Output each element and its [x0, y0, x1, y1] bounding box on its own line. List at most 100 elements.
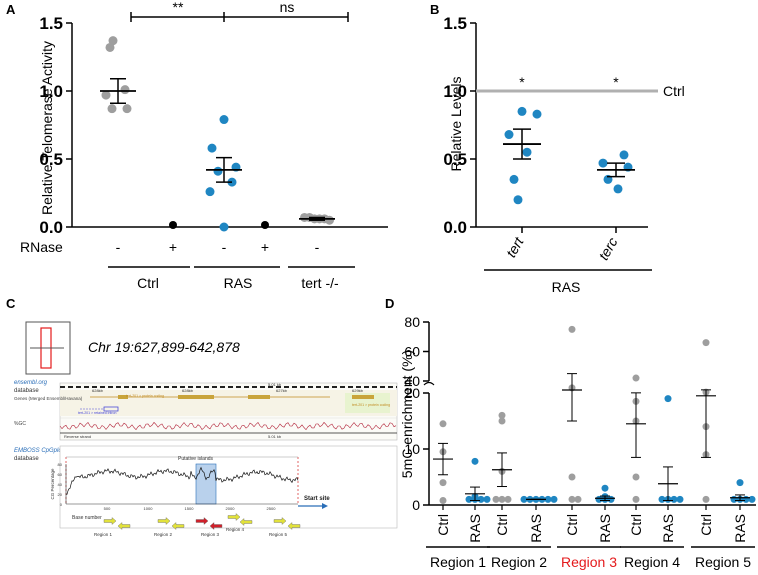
- d-point: [568, 473, 576, 481]
- b-y-tick-label: 0.0: [443, 218, 467, 237]
- d-point: [601, 484, 609, 492]
- d-x-label: RAS: [597, 514, 613, 543]
- b-category-label: terc: [595, 235, 621, 263]
- d-axis-break-mark: [423, 381, 435, 386]
- d-point: [439, 420, 447, 428]
- a-y-axis: 0.0 0.5 1.0 1.5: [39, 14, 388, 237]
- d-x-label: Ctrl: [628, 514, 644, 536]
- d-point: [632, 473, 640, 481]
- a-point: [213, 166, 223, 176]
- a-rnase-sign: -: [315, 239, 320, 255]
- a-rnase-label: RNase: [20, 239, 63, 255]
- a-point: [120, 85, 130, 95]
- a-point: [325, 215, 334, 225]
- primer-arrow-icon: [273, 517, 287, 525]
- cpg-xtick-1500: 1500: [185, 506, 195, 511]
- d-point: [439, 497, 447, 505]
- d-x-label: RAS: [732, 514, 748, 543]
- a-y-axis-label: Relative Telomerase Activity: [39, 41, 55, 215]
- c-region-1-label: Region 1: [94, 532, 113, 537]
- d-marks: Ctrl RAS Region 1 Ctrl RAS Region 2 Ctrl RAS Reg…: [426, 325, 756, 570]
- d-y-tick-label: 10: [404, 441, 420, 457]
- b-group-label: RAS: [552, 279, 581, 295]
- d-point: [748, 495, 756, 503]
- d-x-label: Ctrl: [435, 514, 451, 536]
- b-y-tick-label: 1.0: [443, 82, 467, 101]
- b-point: [517, 106, 527, 116]
- cpg-ytick-0: 0: [60, 502, 63, 507]
- d-point: [498, 411, 506, 419]
- putative-islands-label: Putative islands: [178, 456, 214, 462]
- ensembl-tick-1: 628kb: [92, 388, 104, 393]
- cpg-plot: [59, 445, 398, 529]
- d-point: [632, 374, 640, 382]
- d-point: [730, 495, 738, 503]
- a-point: [108, 36, 118, 46]
- a-group-label: Ctrl: [137, 275, 159, 291]
- a-rnase-sign: +: [169, 239, 177, 255]
- a-point: [169, 221, 177, 229]
- c-region-4-label: Region 4: [226, 527, 245, 532]
- genes-track-label: Genes (Merged Ensembl/Havana): [14, 396, 83, 401]
- b-marks: Ctrl * tert * terc RAS: [476, 74, 685, 295]
- d-point: [471, 457, 479, 465]
- b-ctrl-label: Ctrl: [663, 83, 685, 99]
- d-point: [492, 495, 500, 503]
- a-y-tick-label: 1.0: [39, 82, 63, 101]
- ensembl-tick-3: 627kb: [276, 388, 288, 393]
- d-point: [676, 495, 684, 503]
- d-point: [568, 495, 576, 503]
- a-point: [101, 90, 111, 100]
- d-x-label: RAS: [660, 514, 676, 543]
- d-point: [664, 395, 672, 403]
- cpg-ytick-80: 80: [58, 462, 63, 467]
- tert-transcript-b: tert-201 > protein coding: [352, 403, 390, 407]
- primer-arrow-icon: [117, 522, 131, 530]
- emboss-db-label: database: [14, 456, 39, 462]
- d-x-label: Ctrl: [698, 514, 714, 536]
- d-point: [658, 495, 666, 503]
- a-point: [205, 187, 215, 197]
- d-region-label: Region 4: [624, 554, 680, 570]
- c-region-3-label: Region 3: [201, 532, 220, 537]
- ensembl-track: [59, 382, 398, 441]
- primer-arrow-icon: [287, 522, 301, 530]
- a-y-tick-label: 0.5: [39, 150, 63, 169]
- b-y-axis: 0.0 0.5 1.0 1.5: [443, 14, 648, 237]
- scale-bottom-label: 5.01 kb: [268, 434, 282, 439]
- b-y-axis-label: Relative Levels: [448, 77, 464, 172]
- gc-track-label: %GC: [14, 421, 26, 427]
- cpg-xtick-1000: 1000: [144, 506, 154, 511]
- d-point: [504, 495, 512, 503]
- d-region-label: Region 1: [430, 554, 486, 570]
- a-rnase-sign: +: [261, 239, 269, 255]
- b-point: [619, 150, 629, 160]
- d-point: [702, 495, 710, 503]
- a-group-label: RAS: [224, 275, 253, 291]
- ensembl-link[interactable]: ensembl.org: [14, 380, 48, 386]
- b-point: [509, 174, 519, 184]
- primer-arrow-icon: [209, 522, 223, 530]
- primer-arrow-icon: [157, 517, 171, 525]
- b-point: [532, 109, 542, 119]
- emboss-link[interactable]: EMBOSS CpGplot: [14, 448, 64, 454]
- a-point: [107, 104, 117, 114]
- a-marks: [100, 36, 335, 232]
- a-sig-label: ns: [280, 0, 295, 15]
- b-y-tick-label: 1.5: [443, 14, 467, 33]
- d-point: [498, 417, 506, 425]
- a-point: [207, 143, 217, 153]
- tert-intron-label: tert-201 > retained intron: [78, 411, 116, 415]
- cg-percentage-label: CG Percentage: [50, 468, 55, 500]
- d-y-axis-label: 5mC enrichment (%): [399, 350, 415, 478]
- d-point: [574, 495, 582, 503]
- a-point: [105, 42, 115, 52]
- a-annotations: RNase - + - + - Ctrl RAS tert -/- ** ns: [20, 0, 355, 291]
- region-arrows: [103, 513, 301, 530]
- b-point: [513, 195, 523, 205]
- primer-arrow-icon: [227, 513, 241, 521]
- reverse-strand-label: Reverse strand: [64, 434, 91, 439]
- panel-label-c: C: [6, 296, 16, 311]
